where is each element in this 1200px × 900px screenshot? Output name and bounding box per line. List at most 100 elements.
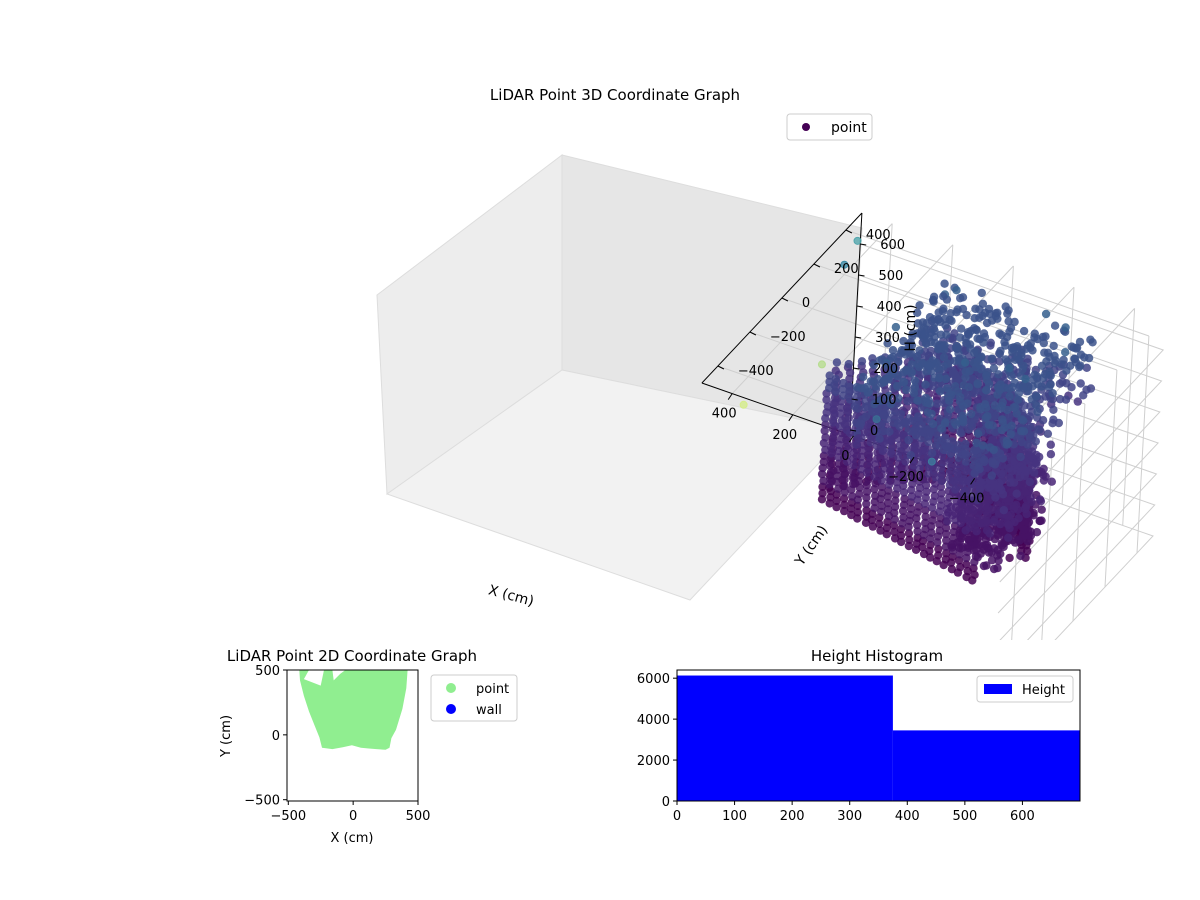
cloud-point — [943, 359, 952, 368]
cloud-point — [975, 477, 985, 487]
cloud-point — [980, 455, 989, 464]
cloud-point — [926, 540, 935, 550]
point-area — [299, 670, 408, 750]
cloud-point — [821, 433, 830, 442]
cloud-point — [954, 556, 964, 565]
point-cloud — [817, 279, 1097, 585]
cloud-point — [915, 346, 924, 355]
outlier-point — [927, 457, 936, 466]
cloud-point — [977, 353, 986, 362]
outlier-point — [840, 260, 849, 269]
cloud-point — [994, 556, 1003, 565]
cloud-point — [1070, 354, 1080, 364]
cloud-point — [926, 428, 935, 437]
cloud-point — [956, 294, 965, 303]
x-axis-label: X (cm) — [487, 582, 536, 609]
cloud-point — [940, 314, 950, 324]
cloud-point — [937, 476, 947, 485]
histogram-title: Height Histogram — [810, 647, 944, 665]
cloud-point — [1042, 357, 1051, 366]
cloud-point — [829, 405, 838, 415]
cloud-point — [899, 488, 909, 497]
cloud-point — [885, 480, 894, 489]
histogram-bar — [677, 675, 893, 801]
z-tick-label: 0 — [870, 424, 878, 439]
cloud-point — [999, 469, 1008, 478]
cloud-point — [839, 391, 848, 400]
cloud-point — [1005, 392, 1014, 401]
cloud-point — [947, 437, 957, 446]
cloud-point — [845, 374, 854, 383]
cloud-point — [843, 438, 852, 447]
cloud-point — [895, 441, 904, 450]
cloud-point — [840, 500, 849, 509]
legend2d-point-marker — [446, 683, 456, 693]
grid-left-y — [1041, 437, 1054, 640]
cloud-point — [845, 395, 855, 404]
cloud-point — [909, 388, 919, 398]
cloud-point — [1041, 309, 1051, 319]
cloud-point — [974, 462, 983, 472]
cloud-point — [875, 519, 884, 529]
cloud-point — [819, 476, 828, 486]
cloud-point — [943, 517, 952, 526]
cloud-point — [1047, 477, 1057, 486]
cloud-point — [1016, 551, 1025, 561]
cloud-point — [1048, 419, 1057, 428]
cloud-point — [959, 475, 968, 484]
cloud-point — [1023, 354, 1032, 363]
cloud-point — [1073, 397, 1083, 406]
cloud-point — [885, 461, 895, 470]
cloud-point — [1017, 426, 1026, 436]
cloud-point — [966, 409, 976, 419]
outlier-point — [817, 360, 826, 369]
cloud-point — [864, 450, 874, 459]
cloud-point — [934, 315, 943, 324]
legend2d-wall-marker — [446, 704, 456, 714]
cloud-point — [934, 344, 943, 353]
cloud-point — [904, 346, 913, 356]
cloud-point — [877, 476, 886, 485]
cloud-point — [877, 501, 886, 510]
cloud-point — [920, 330, 930, 339]
cloud-point — [941, 433, 950, 442]
legend2d: point wall — [430, 674, 518, 722]
histogram-bars — [677, 675, 1080, 801]
cloud-point — [1029, 375, 1038, 384]
cloud-point — [974, 502, 983, 511]
cloud-point — [973, 495, 982, 505]
cloud-point — [879, 427, 888, 436]
cloud-point — [926, 553, 935, 562]
cloud-point — [952, 342, 962, 351]
y-tick-label: 4000 — [637, 713, 670, 728]
cloud-point — [951, 485, 960, 494]
cloud-point — [900, 475, 909, 484]
cloud-point — [983, 495, 993, 504]
cloud-point — [877, 482, 887, 492]
cloud-point — [918, 542, 927, 552]
cloud-point — [908, 473, 917, 482]
cloud-point — [905, 516, 914, 526]
cloud-point — [821, 420, 830, 429]
cloud-point — [890, 508, 899, 518]
cloud-point — [877, 507, 886, 517]
cloud-point — [902, 444, 911, 454]
cloud-point — [883, 339, 892, 348]
cloud-point — [998, 418, 1007, 427]
cloud-point — [855, 483, 864, 492]
cloud-point — [853, 514, 862, 523]
cloud-point — [853, 508, 863, 517]
cloud-point — [882, 523, 892, 533]
outlier-point — [872, 415, 881, 424]
cloud-point — [894, 394, 903, 403]
cloud-point — [1082, 385, 1091, 394]
cloud-point — [895, 447, 904, 456]
cloud-point — [978, 441, 988, 450]
cloud-point — [1032, 401, 1041, 410]
x-tick — [848, 435, 854, 443]
cloud-point — [989, 487, 998, 496]
y-axis-label: Y (cm) — [792, 523, 832, 570]
cloud-point — [859, 428, 868, 437]
cloud-point — [848, 473, 857, 482]
